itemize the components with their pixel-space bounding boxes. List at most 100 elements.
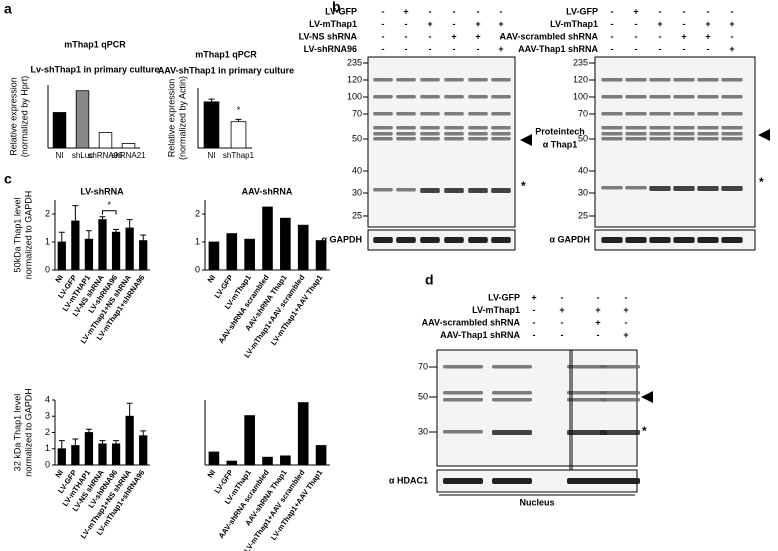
condition-sign: -	[561, 330, 564, 340]
fraction-label: Nucleus	[519, 497, 554, 507]
condition-sign: +	[623, 330, 628, 340]
bar	[297, 402, 309, 466]
protein-band	[492, 391, 532, 395]
protein-band	[601, 126, 623, 130]
protein-band	[373, 137, 393, 141]
condition-sign: -	[405, 19, 408, 29]
protein-band	[601, 95, 623, 99]
bar	[52, 112, 67, 149]
protein-band	[373, 78, 393, 82]
size-marker: 30	[352, 187, 362, 197]
protein-band	[567, 430, 607, 435]
panel-label: d	[425, 272, 434, 288]
y-axis-label: (normalized by Actin)	[177, 76, 187, 160]
protein-band	[567, 398, 607, 402]
protein-band	[468, 78, 488, 82]
bar	[262, 456, 273, 466]
protein-band	[420, 188, 440, 193]
size-marker: 100	[573, 91, 588, 101]
bar	[280, 455, 291, 466]
x-tick-label: NI	[53, 468, 65, 479]
protein-band	[649, 112, 671, 116]
condition-label: AAV-Thap1 shRNA	[518, 44, 598, 54]
protein-band	[721, 78, 743, 82]
condition-sign: -	[707, 6, 710, 16]
protein-band	[649, 137, 671, 141]
x-tick-label: shThap1	[223, 151, 255, 160]
error-bar	[72, 438, 79, 446]
condition-sign: +	[623, 305, 628, 315]
bar	[139, 435, 148, 466]
loading-band	[468, 237, 488, 243]
loading-label: α HDAC1	[389, 475, 428, 485]
bar	[71, 445, 80, 466]
y-axis-label: normalized to GAPDH	[23, 191, 33, 280]
loading-strip	[367, 229, 516, 251]
x-tick-label: shRNA21	[111, 151, 146, 160]
y-tick-label: 4	[45, 394, 50, 404]
protein-band	[697, 112, 719, 116]
bar	[244, 238, 255, 271]
condition-sign: -	[453, 6, 456, 16]
error-bar	[126, 402, 133, 417]
bar	[125, 415, 134, 466]
condition-sign: -	[533, 305, 536, 315]
condition-sign: +	[451, 31, 456, 41]
condition-label: LV-GFP	[325, 6, 357, 16]
band-arrow	[520, 134, 532, 146]
condition-sign: +	[595, 317, 600, 327]
protein-band	[673, 186, 695, 191]
protein-band	[649, 95, 671, 99]
protein-band	[491, 95, 511, 99]
size-marker: 40	[578, 165, 588, 175]
protein-band	[492, 398, 532, 402]
protein-band	[721, 112, 743, 116]
condition-label: LV-GFP	[488, 292, 520, 302]
bar	[315, 445, 327, 466]
y-tick-label: 1	[45, 236, 50, 246]
protein-band	[600, 398, 640, 402]
condition-sign: +	[559, 305, 564, 315]
condition-sign: -	[561, 292, 564, 302]
loading-band	[601, 237, 623, 243]
bar	[226, 233, 238, 271]
protein-band	[491, 132, 511, 136]
protein-band	[625, 126, 647, 130]
condition-label: LV-shRNA96	[304, 44, 357, 54]
size-marker: 70	[352, 108, 362, 118]
error-bar	[208, 98, 215, 102]
protein-band	[567, 365, 607, 369]
condition-sign: -	[477, 44, 480, 54]
loading-band	[649, 237, 671, 243]
annotation: *	[237, 105, 241, 115]
bar	[75, 90, 90, 149]
condition-sign: -	[453, 44, 456, 54]
condition-sign: -	[382, 31, 385, 41]
condition-label: AAV-scrambled shRNA	[422, 317, 521, 327]
bar	[98, 443, 107, 466]
condition-sign: -	[561, 317, 564, 327]
loading-label: α GAPDH	[321, 234, 362, 244]
loading-label: α GAPDH	[549, 234, 590, 244]
protein-band	[444, 126, 464, 130]
condition-sign: -	[382, 19, 385, 29]
protein-band	[491, 78, 511, 82]
size-marker: 120	[347, 74, 362, 84]
loading-band	[491, 237, 511, 243]
error-bar	[113, 440, 120, 444]
protein-band	[697, 126, 719, 130]
y-tick-label: 0	[45, 459, 50, 469]
condition-sign: +	[729, 19, 734, 29]
protein-band	[443, 398, 483, 402]
protein-band	[649, 186, 671, 191]
condition-sign: -	[659, 31, 662, 41]
condition-sign: +	[633, 6, 638, 16]
size-marker: 40	[352, 165, 362, 175]
chart-title: LV-shRNA	[80, 186, 124, 196]
chart-title: mThap1 qPCR	[64, 39, 126, 49]
protein-band	[721, 95, 743, 99]
protein-band	[491, 137, 511, 141]
condition-label: LV-GFP	[566, 6, 598, 16]
condition-sign: -	[625, 292, 628, 302]
y-tick-label: 1	[195, 236, 200, 246]
